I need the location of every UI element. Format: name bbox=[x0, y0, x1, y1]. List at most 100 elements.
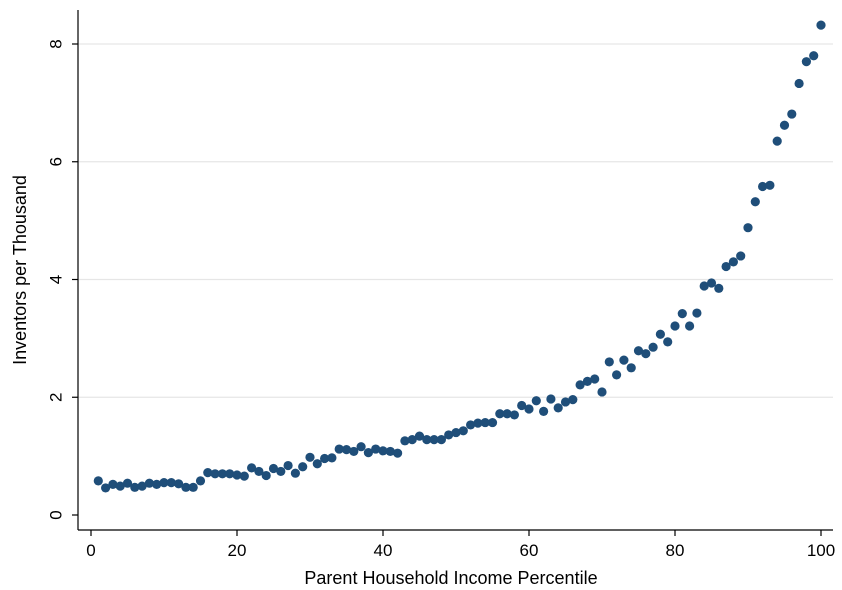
data-point-49 bbox=[444, 430, 454, 440]
data-point-31 bbox=[312, 459, 322, 469]
x-tick-label-100: 100 bbox=[807, 541, 835, 560]
data-point-83 bbox=[692, 308, 702, 318]
data-point-29 bbox=[298, 462, 308, 472]
data-point-3 bbox=[108, 479, 118, 489]
data-point-92 bbox=[758, 181, 768, 192]
y-tick-label-4: 4 bbox=[47, 275, 66, 284]
data-point-61 bbox=[531, 396, 541, 406]
gridlines bbox=[78, 43, 833, 398]
data-point-47 bbox=[429, 435, 439, 445]
data-point-72 bbox=[612, 370, 622, 380]
data-point-9 bbox=[152, 479, 162, 489]
data-point-86 bbox=[714, 283, 724, 293]
data-point-96 bbox=[787, 109, 797, 119]
data-point-98 bbox=[801, 57, 812, 67]
data-point-12 bbox=[174, 479, 184, 489]
data-point-30 bbox=[305, 452, 315, 462]
data-point-40 bbox=[378, 446, 388, 456]
x-tick-label-20: 20 bbox=[228, 541, 247, 560]
data-point-53 bbox=[473, 418, 483, 428]
data-point-84 bbox=[699, 281, 709, 291]
data-point-91 bbox=[750, 197, 760, 207]
data-point-54 bbox=[480, 417, 490, 428]
data-point-77 bbox=[648, 342, 658, 352]
data-point-82 bbox=[685, 321, 695, 331]
data-points bbox=[93, 20, 826, 493]
data-point-45 bbox=[414, 431, 425, 441]
data-point-70 bbox=[597, 387, 607, 397]
data-point-65 bbox=[560, 397, 571, 407]
data-point-28 bbox=[290, 468, 300, 478]
data-point-23 bbox=[254, 466, 264, 477]
data-point-90 bbox=[743, 223, 753, 233]
data-point-22 bbox=[247, 463, 257, 473]
data-point-87 bbox=[721, 261, 731, 272]
data-point-39 bbox=[371, 444, 381, 454]
data-point-35 bbox=[341, 445, 352, 455]
data-point-59 bbox=[517, 400, 527, 411]
x-axis-title: Parent Household Income Percentile bbox=[304, 568, 597, 588]
data-point-97 bbox=[794, 78, 804, 89]
data-point-5 bbox=[122, 478, 133, 488]
data-point-78 bbox=[655, 329, 666, 339]
data-point-48 bbox=[436, 435, 446, 445]
data-point-11 bbox=[166, 478, 176, 488]
y-ticks: 0 2 4 6 8 bbox=[47, 39, 78, 520]
data-point-17 bbox=[210, 469, 220, 479]
data-point-56 bbox=[495, 409, 505, 419]
data-point-57 bbox=[502, 409, 512, 419]
data-point-67 bbox=[575, 380, 585, 390]
y-tick-label-2: 2 bbox=[47, 393, 66, 402]
data-point-80 bbox=[670, 321, 680, 331]
data-point-25 bbox=[268, 463, 279, 474]
data-point-43 bbox=[400, 436, 410, 446]
data-point-36 bbox=[349, 446, 359, 457]
data-point-42 bbox=[393, 448, 403, 458]
data-point-76 bbox=[641, 349, 651, 359]
data-point-27 bbox=[283, 460, 293, 471]
data-point-79 bbox=[663, 337, 673, 347]
data-point-74 bbox=[626, 363, 636, 373]
axes bbox=[77, 10, 833, 531]
y-axis-title: Inventors per Thousand bbox=[10, 175, 30, 365]
data-point-50 bbox=[451, 427, 461, 438]
data-point-51 bbox=[458, 426, 468, 436]
y-tick-label-0: 0 bbox=[47, 510, 66, 519]
data-point-63 bbox=[546, 394, 556, 404]
data-point-41 bbox=[385, 446, 395, 457]
data-point-88 bbox=[728, 257, 739, 267]
data-point-71 bbox=[604, 357, 614, 367]
data-point-85 bbox=[706, 278, 717, 288]
x-ticks: 0 20 40 60 80 100 bbox=[86, 530, 835, 560]
data-point-33 bbox=[327, 453, 337, 463]
data-point-7 bbox=[137, 481, 147, 491]
data-point-6 bbox=[130, 482, 140, 492]
data-point-94 bbox=[772, 136, 782, 146]
data-point-69 bbox=[590, 374, 600, 384]
data-point-34 bbox=[334, 444, 344, 454]
x-tick-label-0: 0 bbox=[86, 541, 95, 560]
data-point-100 bbox=[816, 20, 826, 30]
data-point-26 bbox=[276, 466, 286, 477]
data-point-52 bbox=[466, 420, 476, 430]
data-point-73 bbox=[619, 355, 629, 365]
data-point-64 bbox=[553, 403, 563, 413]
data-point-15 bbox=[195, 476, 206, 486]
data-point-1 bbox=[93, 476, 103, 486]
data-point-20 bbox=[232, 470, 242, 480]
data-point-68 bbox=[582, 376, 593, 386]
data-point-62 bbox=[539, 406, 549, 416]
data-point-99 bbox=[809, 51, 819, 61]
data-point-14 bbox=[188, 482, 198, 492]
data-point-18 bbox=[217, 469, 227, 479]
y-tick-label-8: 8 bbox=[47, 39, 66, 48]
data-point-10 bbox=[159, 478, 169, 488]
data-point-46 bbox=[422, 435, 432, 445]
data-point-44 bbox=[407, 435, 417, 445]
x-tick-label-60: 60 bbox=[520, 541, 539, 560]
data-point-24 bbox=[261, 470, 271, 481]
data-point-21 bbox=[239, 471, 249, 481]
data-point-19 bbox=[225, 469, 235, 479]
